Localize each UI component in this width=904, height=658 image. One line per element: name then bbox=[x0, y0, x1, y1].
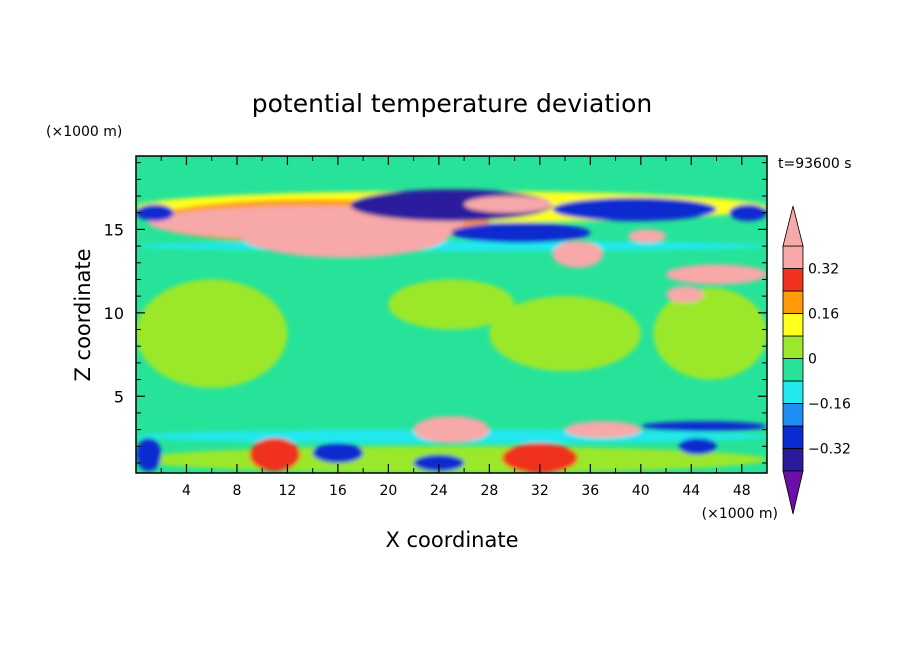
plot-frame bbox=[135, 155, 768, 474]
y-axis-label: Z coordinate bbox=[71, 248, 95, 381]
colorbar-band bbox=[782, 313, 804, 337]
contour-feature-15 bbox=[552, 241, 603, 268]
contour-feature-27 bbox=[312, 442, 364, 463]
colorbar-label: 0.16 bbox=[808, 307, 839, 323]
colorbar-band bbox=[782, 268, 804, 292]
contour-feature-29 bbox=[678, 437, 717, 455]
x-tick-label: 20 bbox=[379, 483, 397, 499]
contour-feature-24 bbox=[501, 442, 578, 473]
y-tick-label: 15 bbox=[104, 220, 124, 239]
time-label: t=93600 s bbox=[778, 156, 852, 172]
x-axis-label: X coordinate bbox=[385, 528, 518, 552]
contour-feature-5 bbox=[388, 279, 515, 330]
x-tick-label: 32 bbox=[531, 483, 549, 499]
contour-feature-7 bbox=[653, 287, 767, 380]
colorbar-label: −0.32 bbox=[808, 442, 851, 458]
colorbar-band bbox=[782, 245, 804, 269]
colorbar-band bbox=[782, 448, 804, 472]
colorbar: 0.32 0.16 0 −0.16 −0.32 bbox=[782, 205, 851, 515]
contour-feature-23 bbox=[249, 437, 301, 472]
contour-feature-25 bbox=[640, 421, 767, 432]
x-unit-label: (×1000 m) bbox=[702, 506, 778, 522]
x-tick-label: 16 bbox=[329, 483, 347, 499]
colorbar-band bbox=[782, 358, 804, 382]
x-tick-label: 8 bbox=[232, 483, 241, 499]
x-tick-label: 48 bbox=[733, 483, 751, 499]
contour-feature-17 bbox=[666, 286, 704, 303]
colorbar-label: −0.16 bbox=[808, 397, 851, 413]
contour-feature-13 bbox=[451, 222, 591, 243]
contour-feature-20 bbox=[628, 229, 667, 243]
y-tick-label: 10 bbox=[104, 304, 124, 323]
contour-fill-layer bbox=[136, 189, 767, 473]
contour-feature-22 bbox=[565, 421, 641, 438]
x-tick-label: 44 bbox=[682, 483, 700, 499]
contour-feature-14 bbox=[464, 196, 553, 213]
contour-feature-26 bbox=[136, 437, 162, 472]
x-tick-label: 36 bbox=[581, 483, 599, 499]
colorbar-over-triangle bbox=[782, 205, 804, 247]
contour-feature-12 bbox=[552, 197, 717, 222]
x-tick-label: 12 bbox=[279, 483, 297, 499]
contour-feature-21 bbox=[413, 416, 490, 443]
y-tick-label: 5 bbox=[114, 387, 124, 406]
contour-feature-6 bbox=[489, 296, 641, 372]
y-unit-label: (×1000 m) bbox=[46, 124, 122, 140]
contour-feature-19 bbox=[729, 204, 767, 222]
colorbar-band bbox=[782, 380, 804, 404]
contour-feature-10 bbox=[236, 206, 452, 258]
contour-feature-18 bbox=[136, 204, 174, 222]
x-axis-ticks: 4 8 12 16 20 24 28 32 36 40 44 48 bbox=[160, 156, 751, 499]
x-tick-label: 24 bbox=[430, 483, 448, 499]
colorbar-band bbox=[782, 290, 804, 314]
colorbar-band bbox=[782, 335, 804, 359]
colorbar-label: 0 bbox=[808, 352, 817, 368]
chart-title: potential temperature deviation bbox=[252, 89, 652, 118]
contour-feature-16 bbox=[666, 264, 767, 285]
colorbar-label: 0.32 bbox=[808, 262, 839, 278]
x-tick-label: 28 bbox=[480, 483, 498, 499]
x-tick-label: 40 bbox=[632, 483, 650, 499]
colorbar-under-triangle bbox=[782, 470, 804, 515]
x-tick-label: 4 bbox=[182, 483, 191, 499]
contour-feature-28 bbox=[413, 454, 465, 472]
colorbar-band bbox=[782, 425, 804, 449]
contour-feature-4 bbox=[136, 279, 288, 388]
contour-feature-0 bbox=[136, 241, 767, 252]
colorbar-band bbox=[782, 403, 804, 427]
y-axis-ticks: 5 10 15 bbox=[104, 162, 767, 464]
